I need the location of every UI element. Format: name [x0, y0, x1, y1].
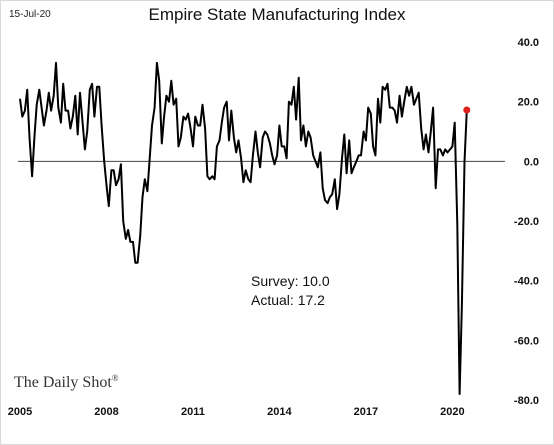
x-tick-label: 2005: [8, 406, 32, 418]
survey-annotation: Survey: 10.0: [251, 273, 330, 289]
x-tick-label: 2014: [267, 406, 292, 418]
y-tick-label: 40.0: [518, 37, 539, 49]
y-tick-label: 20.0: [518, 97, 539, 109]
brand-logo: The Daily Shot®: [14, 373, 119, 391]
y-tick-label: -20.0: [514, 216, 539, 228]
y-tick-label: -60.0: [514, 335, 539, 347]
latest-point-marker: [463, 106, 471, 114]
x-axis: 2005 2008 2011 2014 2017 2020: [8, 406, 465, 418]
brand-name: The Daily Shot: [14, 374, 112, 391]
chart-title: Empire State Manufacturing Index: [148, 5, 406, 24]
x-tick-label: 2020: [440, 406, 464, 418]
series-line: [19, 61, 468, 395]
actual-annotation: Actual: 17.2: [251, 292, 325, 308]
brand-mark: ®: [112, 373, 119, 383]
x-tick-label: 2008: [94, 406, 118, 418]
x-tick-label: 2017: [354, 406, 378, 418]
date-stamp: 15-Jul-20: [9, 9, 51, 20]
y-tick-label: -40.0: [514, 276, 539, 288]
y-tick-label: 0.0: [524, 156, 539, 168]
y-tick-label: -80.0: [514, 395, 539, 407]
y-axis: 40.0 20.0 0.0 -20.0 -40.0 -60.0 -80.0: [514, 37, 539, 407]
x-tick-label: 2011: [181, 406, 205, 418]
